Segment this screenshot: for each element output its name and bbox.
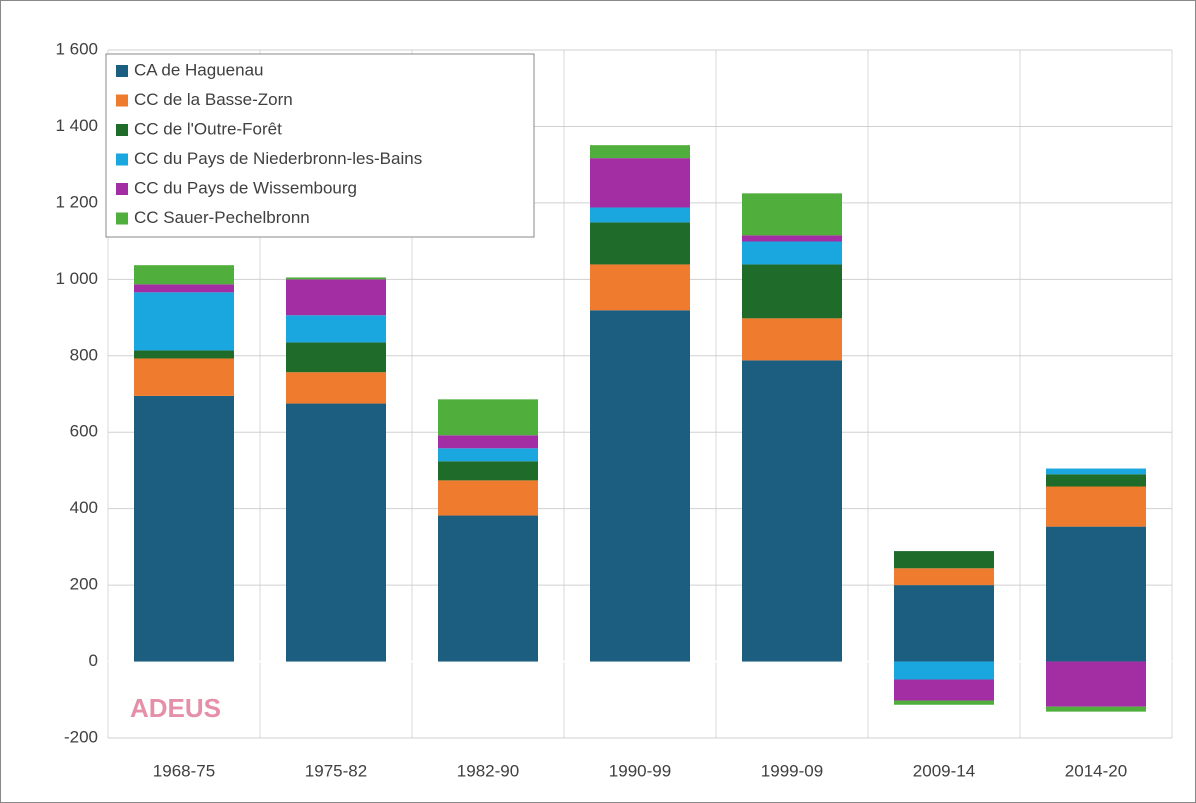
bar-segment: [134, 284, 234, 293]
y-tick-label: -200: [64, 727, 98, 746]
bar-segment: [742, 193, 842, 236]
bar-segment: [590, 158, 690, 208]
bar-segment: [1046, 706, 1146, 712]
legend-label: CC de la Basse-Zorn: [134, 90, 293, 109]
y-tick-label: 1 200: [55, 192, 98, 211]
legend-swatch: [116, 212, 128, 225]
x-tick-label: 1982-90: [457, 761, 519, 780]
bar-segment: [1046, 486, 1146, 527]
legend-label: CC du Pays de Niederbronn-les-Bains: [134, 149, 422, 168]
bar-segment: [1046, 526, 1146, 662]
x-tick-label: 2009-14: [913, 761, 975, 780]
legend-label: CA de Haguenau: [134, 60, 264, 79]
bar-segment: [286, 279, 386, 316]
bar-segment: [438, 399, 538, 436]
bar-segment: [742, 318, 842, 361]
bar-segment: [286, 403, 386, 662]
bar-segment: [1046, 661, 1146, 707]
bar-segment: [742, 241, 842, 265]
x-tick-label: 2014-20: [1065, 761, 1127, 780]
bar-segment: [134, 292, 234, 351]
bar-segment: [286, 342, 386, 373]
bar-segment: [590, 264, 690, 311]
x-tick-label: 1975-82: [305, 761, 367, 780]
bar-segment: [894, 661, 994, 680]
bar-segment: [134, 350, 234, 359]
bar-segment: [134, 265, 234, 285]
legend-swatch: [116, 94, 128, 107]
bar-segment: [286, 315, 386, 343]
legend-swatch: [116, 153, 128, 166]
bar-segment: [286, 372, 386, 404]
bar-segment: [742, 264, 842, 319]
y-tick-label: 400: [70, 498, 98, 517]
bar-segment: [742, 235, 842, 242]
bar-segment: [438, 480, 538, 516]
bar-segment: [590, 145, 690, 159]
y-tick-label: 1 000: [55, 269, 98, 288]
legend: CA de Haguenau CC de la Basse-Zorn CC de l…: [105, 53, 535, 238]
y-tick-label: 600: [70, 422, 98, 441]
y-tick-label: 1 400: [55, 116, 98, 135]
x-tick-label: 1999-09: [761, 761, 823, 780]
bar-segment: [438, 515, 538, 662]
legend-label: CC de l'Outre-Forêt: [134, 119, 282, 138]
y-tick-label: 0: [89, 651, 98, 670]
bar-segment: [286, 277, 386, 280]
bar-segment: [1046, 468, 1146, 475]
legend-box: [105, 53, 535, 238]
bar-segment: [894, 551, 994, 569]
legend-label: CC du Pays de Wissembourg: [134, 178, 357, 197]
legend-swatch: [116, 183, 128, 195]
bar-segment: [134, 395, 234, 662]
legend-label: CC Sauer-Pechelbronn: [134, 208, 310, 227]
y-tick-label: 200: [70, 575, 98, 594]
axis: -200 0 200 400 600 800 1 000 1 200 1 400 1 600 196…: [55, 39, 1127, 780]
bar-segment: [438, 461, 538, 481]
legend-swatch: [116, 124, 128, 136]
bar-segment: [894, 568, 994, 586]
bars: [134, 145, 1146, 712]
bar-segment: [742, 360, 842, 662]
bar-segment: [590, 310, 690, 662]
logo: ADEUS: [130, 693, 221, 723]
bar-segment: [894, 585, 994, 662]
bar-segment: [134, 358, 234, 396]
bar-segment: [590, 222, 690, 265]
y-tick-label: 1 600: [55, 39, 98, 58]
bar-segment: [894, 679, 994, 701]
legend-swatch: [116, 65, 128, 77]
bar-segment: [438, 448, 538, 462]
bar-segment: [1046, 474, 1146, 487]
bar-segment: [438, 435, 538, 449]
x-tick-label: 1990-99: [609, 761, 671, 780]
x-tick-label: 1968-75: [153, 761, 215, 780]
bar-segment: [590, 207, 690, 223]
bar-segment: [894, 700, 994, 705]
y-tick-label: 800: [70, 345, 98, 364]
